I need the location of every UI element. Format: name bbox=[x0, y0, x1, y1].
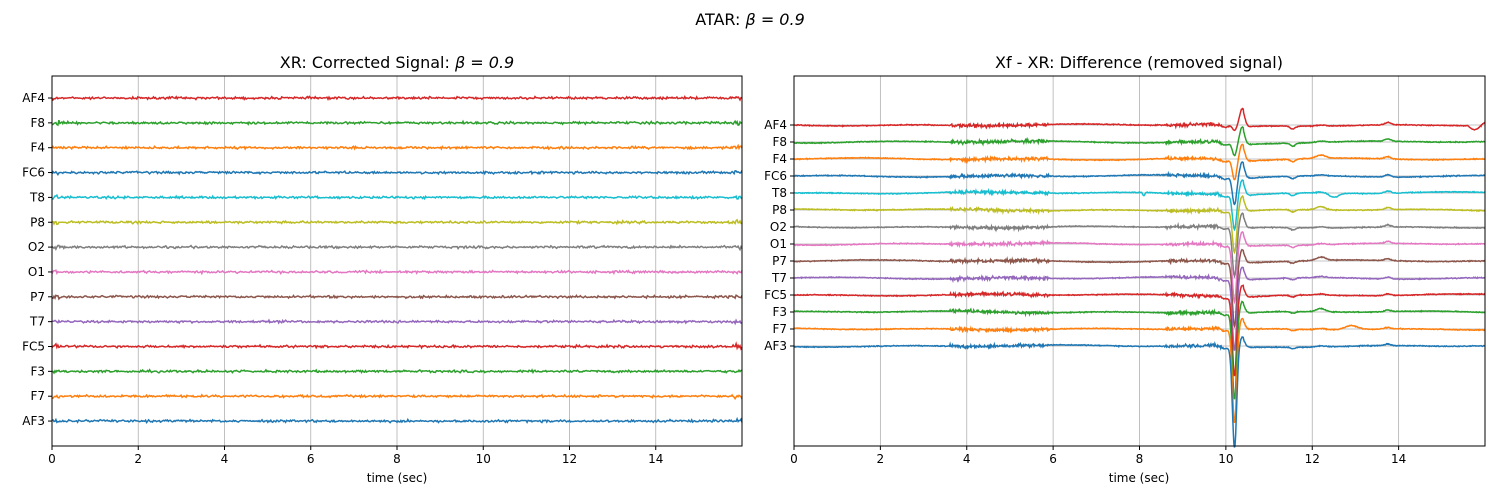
left-series-f3 bbox=[51, 368, 743, 375]
right-channel-label-o2: O2 bbox=[770, 220, 787, 234]
left-series-fc5 bbox=[51, 341, 743, 351]
left-channel-label-t7: T7 bbox=[29, 315, 45, 329]
left-series-af3 bbox=[51, 416, 743, 424]
left-x-axis-label: time (sec) bbox=[367, 471, 428, 485]
left-series-p7 bbox=[51, 294, 743, 301]
left-x-tick-label: 10 bbox=[476, 452, 491, 466]
right-series-t8 bbox=[793, 179, 1486, 232]
right-y-ticks: AF4 F8 F4 FC6 T8 P8 O2 O1 P7 T7 FC5 F3 F7 AF3 bbox=[764, 118, 794, 353]
left-channel-label-t8: T8 bbox=[29, 190, 45, 204]
left-channel-label-p7: P7 bbox=[30, 290, 45, 304]
right-channel-label-f8: F8 bbox=[772, 135, 787, 149]
left-channel-label-af3: AF3 bbox=[22, 414, 45, 428]
right-series-af3 bbox=[793, 336, 1486, 448]
right-channel-label-t8: T8 bbox=[771, 186, 787, 200]
left-series-o1 bbox=[51, 268, 743, 276]
right-panel-title: Xf - XR: Difference (removed signal) bbox=[995, 53, 1283, 72]
right-x-tick-label: 10 bbox=[1218, 452, 1233, 466]
left-x-tick-label: 14 bbox=[648, 452, 663, 466]
right-series-af4 bbox=[793, 107, 1486, 132]
right-channel-label-fc6: FC6 bbox=[764, 169, 787, 183]
left-series-p8 bbox=[51, 218, 743, 226]
right-x-tick-label: 2 bbox=[877, 452, 885, 466]
right-series-f8 bbox=[793, 125, 1486, 157]
right-series-f7 bbox=[793, 317, 1486, 424]
right-series bbox=[793, 107, 1486, 448]
left-channel-label-f7: F7 bbox=[30, 389, 45, 403]
left-x-tick-label: 0 bbox=[48, 452, 56, 466]
left-x-ticks: 0 2 4 6 8 10 12 14 bbox=[48, 446, 663, 466]
right-channel-label-f3: F3 bbox=[772, 305, 787, 319]
right-channel-label-f4: F4 bbox=[772, 152, 787, 166]
right-x-ticks: 0 2 4 6 8 10 12 14 bbox=[790, 446, 1406, 466]
left-x-tick-label: 6 bbox=[307, 452, 315, 466]
right-channel-label-p8: P8 bbox=[772, 203, 787, 217]
left-channel-label-fc6: FC6 bbox=[22, 166, 45, 180]
left-x-tick-label: 2 bbox=[134, 452, 142, 466]
right-series-o1 bbox=[793, 230, 1486, 305]
right-channel-label-t7: T7 bbox=[771, 271, 787, 285]
right-series-p8 bbox=[793, 195, 1486, 255]
left-channel-label-f8: F8 bbox=[30, 116, 45, 130]
left-channel-label-p8: P8 bbox=[30, 215, 45, 229]
left-channel-label-fc5: FC5 bbox=[22, 340, 45, 354]
left-series-af4 bbox=[51, 95, 743, 102]
right-x-axis-label: time (sec) bbox=[1109, 471, 1170, 485]
right-series-f3 bbox=[793, 300, 1486, 400]
left-channel-label-o2: O2 bbox=[28, 240, 45, 254]
right-series-f4 bbox=[793, 143, 1486, 181]
left-x-tick-label: 12 bbox=[562, 452, 577, 466]
left-panel-title: XR: Corrected Signal: β = 0.9 bbox=[280, 53, 514, 72]
right-x-tick-label: 14 bbox=[1391, 452, 1406, 466]
left-series-t7 bbox=[51, 318, 743, 326]
right-channel-label-p7: P7 bbox=[772, 254, 787, 268]
left-series-f7 bbox=[51, 393, 743, 401]
left-series bbox=[51, 95, 743, 424]
right-channel-label-af4: AF4 bbox=[764, 118, 787, 132]
figure-suptitle: ATAR: β = 0.9 bbox=[695, 10, 805, 29]
left-grid bbox=[51, 76, 657, 446]
corrected-signal-panel: XR: Corrected Signal: β = 0.9 0 2 4 6 8 10 12 1… bbox=[22, 53, 743, 485]
left-series-t8 bbox=[51, 193, 743, 201]
right-channel-label-f7: F7 bbox=[772, 322, 787, 336]
left-y-ticks: AF4 F8 F4 FC6 T8 P8 O2 O1 P7 T7 FC5 F3 F7 AF3 bbox=[22, 91, 52, 428]
left-series-fc6 bbox=[51, 169, 743, 176]
left-series-f8 bbox=[51, 119, 743, 127]
right-series-t7 bbox=[793, 266, 1486, 351]
right-x-tick-label: 4 bbox=[963, 452, 971, 466]
right-series-p7 bbox=[793, 248, 1486, 329]
right-channel-label-fc5: FC5 bbox=[764, 288, 787, 302]
left-x-tick-label: 4 bbox=[221, 452, 229, 466]
left-x-tick-label: 8 bbox=[393, 452, 401, 466]
left-series-f4 bbox=[51, 143, 743, 151]
right-x-tick-label: 8 bbox=[1136, 452, 1144, 466]
right-x-tick-label: 12 bbox=[1305, 452, 1320, 466]
left-channel-label-f3: F3 bbox=[30, 364, 45, 378]
left-channel-label-o1: O1 bbox=[28, 265, 45, 279]
right-channel-label-af3: AF3 bbox=[764, 339, 787, 353]
left-channel-label-af4: AF4 bbox=[22, 91, 45, 105]
right-x-tick-label: 0 bbox=[790, 452, 798, 466]
removed-signal-panel: Xf - XR: Difference (removed signal) 0 2 4… bbox=[764, 53, 1486, 485]
right-series-fc6 bbox=[793, 161, 1486, 206]
right-series-o2 bbox=[793, 212, 1486, 279]
left-channel-label-f4: F4 bbox=[30, 141, 45, 155]
right-x-tick-label: 6 bbox=[1049, 452, 1057, 466]
right-channel-label-o1: O1 bbox=[770, 237, 787, 251]
right-series-fc5 bbox=[793, 284, 1486, 377]
left-series-o2 bbox=[51, 244, 743, 252]
